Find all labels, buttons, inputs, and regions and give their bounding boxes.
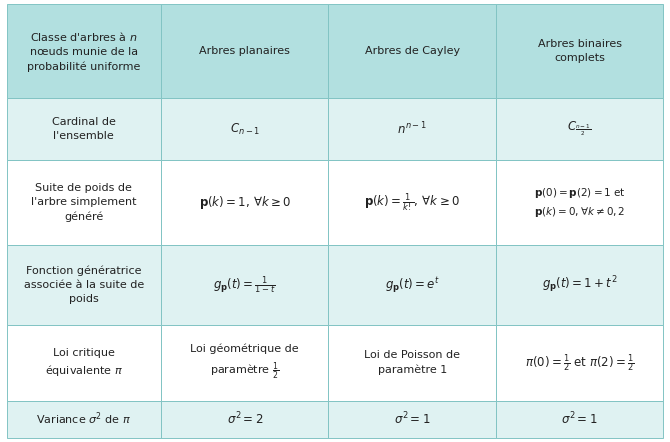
Bar [7,401,161,438]
Bar [161,245,328,325]
Text: Arbres binaires
complets: Arbres binaires complets [537,39,622,63]
Bar [161,98,328,160]
Text: $\sigma^2 = 2$: $\sigma^2 = 2$ [226,411,263,427]
Text: Fonction génératrice
associée à la suite de
poids: Fonction génératrice associée à la suite… [23,266,144,304]
Bar [328,245,496,325]
Text: $\mathbf{p}(0) = \mathbf{p}(2) = 1$ et
$\mathbf{p}(k) = 0, \forall k \neq 0, 2$: $\mathbf{p}(0) = \mathbf{p}(2) = 1$ et $… [533,186,626,219]
Text: $\mathbf{p}(k) = 1, \, \forall k \geq 0$: $\mathbf{p}(k) = 1, \, \forall k \geq 0$ [199,194,291,211]
Bar [161,401,328,438]
Bar [7,160,161,245]
Bar [328,98,496,160]
Bar [161,4,328,98]
Bar [496,325,663,401]
Bar [328,4,496,98]
Text: Cardinal de
l'ensemble: Cardinal de l'ensemble [52,117,116,141]
Bar [328,160,496,245]
Bar [7,325,161,401]
Text: $g_{\mathbf{p}}(t) = e^{t}$: $g_{\mathbf{p}}(t) = e^{t}$ [385,275,440,295]
Bar [7,98,161,160]
Text: $\sigma^2 = 1$: $\sigma^2 = 1$ [561,411,598,427]
Bar [496,401,663,438]
Text: $g_{\mathbf{p}}(t) = \frac{1}{1-t}$: $g_{\mathbf{p}}(t) = \frac{1}{1-t}$ [213,274,276,296]
Text: Loi de Poisson de
paramètre 1: Loi de Poisson de paramètre 1 [364,351,460,375]
Text: $g_{\mathbf{p}}(t) = 1 + t^{2}$: $g_{\mathbf{p}}(t) = 1 + t^{2}$ [542,274,618,295]
Bar [328,401,496,438]
Text: Classe d'arbres à $n$
nœuds munie de la
probabilité uniforme: Classe d'arbres à $n$ nœuds munie de la … [27,30,141,72]
Bar [496,160,663,245]
Bar [7,245,161,325]
Text: $\sigma^2 = 1$: $\sigma^2 = 1$ [394,411,430,427]
Bar [328,325,496,401]
Text: $n^{n-1}$: $n^{n-1}$ [397,121,427,137]
Bar [496,98,663,160]
Bar [496,245,663,325]
Text: $\pi(0) = \frac{1}{2}$ et $\pi(2) = \frac{1}{2}$: $\pi(0) = \frac{1}{2}$ et $\pi(2) = \fra… [525,352,634,373]
Text: $C_{\frac{n-1}{2}}$: $C_{\frac{n-1}{2}}$ [567,120,592,138]
Text: $\mathbf{p}(k) = \frac{1}{k!}, \, \forall k \geq 0$: $\mathbf{p}(k) = \frac{1}{k!}, \, \foral… [364,191,460,214]
Text: Loi critique
équivalente $\pi$: Loi critique équivalente $\pi$ [45,347,123,378]
Text: Suite de poids de
l'arbre simplement
généré: Suite de poids de l'arbre simplement gén… [31,183,137,222]
Text: $C_{n-1}$: $C_{n-1}$ [230,122,260,137]
Bar [161,160,328,245]
Text: Variance $\sigma^2$ de $\pi$: Variance $\sigma^2$ de $\pi$ [36,411,131,427]
Bar [161,325,328,401]
Bar [7,4,161,98]
Text: Arbres planaires: Arbres planaires [199,46,290,56]
Text: Loi géométrique de
paramètre $\frac{1}{2}$: Loi géométrique de paramètre $\frac{1}{2… [190,343,299,382]
Text: Arbres de Cayley: Arbres de Cayley [364,46,460,56]
Bar [496,4,663,98]
